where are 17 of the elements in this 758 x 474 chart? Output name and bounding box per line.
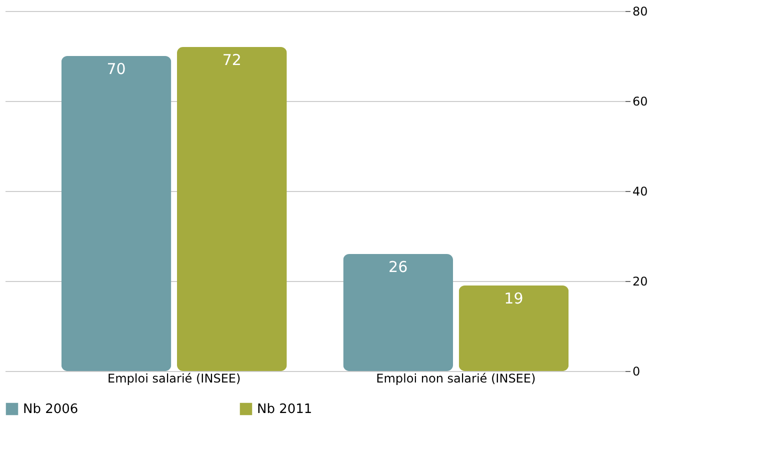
y-tick-label: 0 bbox=[632, 364, 640, 378]
y-tick-label: 20 bbox=[632, 274, 648, 288]
x-tick-label: Emploi salarié (INSEE) bbox=[108, 372, 241, 386]
data-label: 70 bbox=[106, 60, 126, 78]
bar bbox=[61, 56, 172, 371]
y-tick-label: 60 bbox=[632, 94, 648, 108]
data-label: 19 bbox=[504, 290, 524, 308]
bar bbox=[343, 254, 454, 371]
legend-label: Nb 2011 bbox=[257, 402, 312, 417]
data-label: 26 bbox=[388, 258, 408, 276]
bar bbox=[458, 286, 569, 371]
y-tick-label: 40 bbox=[632, 184, 648, 198]
y-tick-label: 80 bbox=[632, 4, 648, 18]
data-label: 72 bbox=[222, 51, 242, 69]
bar bbox=[176, 47, 287, 371]
legend-label: Nb 2006 bbox=[23, 402, 78, 417]
x-tick-label: Emploi non salarié (INSEE) bbox=[376, 372, 536, 386]
